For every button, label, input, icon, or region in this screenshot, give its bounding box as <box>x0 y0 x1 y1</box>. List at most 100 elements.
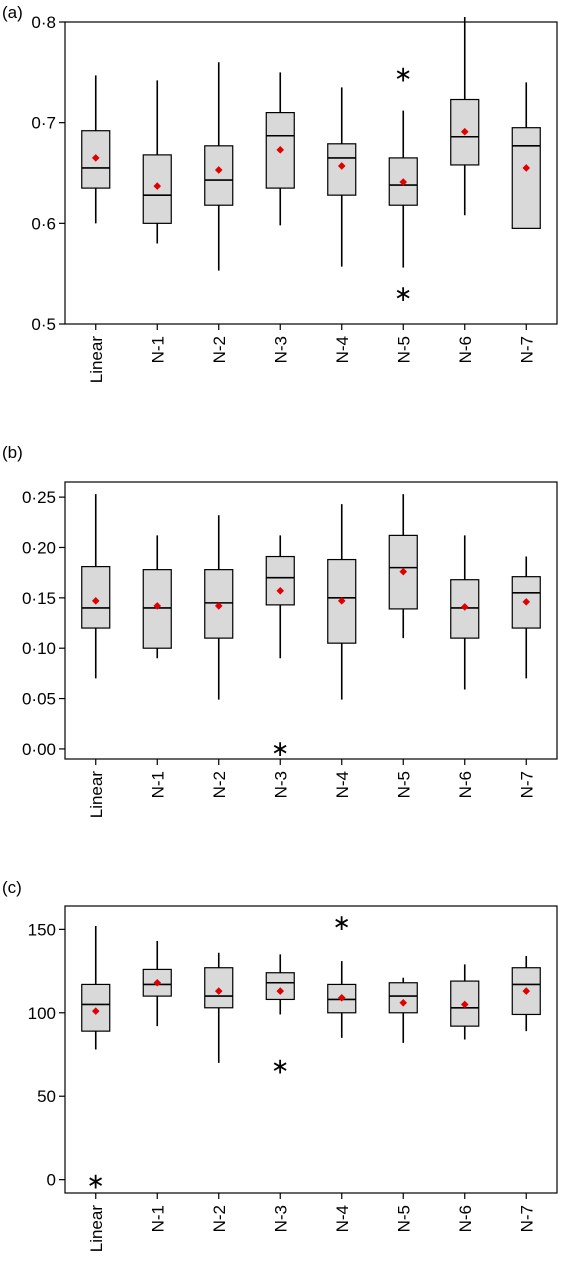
box-n-3 <box>265 72 295 226</box>
box-n-6 <box>450 535 480 690</box>
category-label: Linear <box>87 1205 106 1253</box>
category-label: N-4 <box>333 336 352 363</box>
mean-marker <box>91 597 100 605</box>
y-tick-label: 0·8 <box>31 13 56 32</box>
mean-marker <box>399 178 408 186</box>
plot-frame <box>64 905 558 1194</box>
box-n-1 <box>142 535 172 659</box>
outlier-marker: ∗ <box>333 911 351 936</box>
category-label: N-4 <box>333 1205 352 1232</box>
mean-marker <box>153 978 162 987</box>
plot-frame <box>64 481 558 760</box>
y-tick-label: 0·10 <box>22 639 56 658</box>
box-n-2 <box>204 62 234 271</box>
box-n-3: ∗ <box>265 954 295 1080</box>
box-n-4 <box>327 87 357 267</box>
category-label: N-6 <box>456 336 475 363</box>
mean-marker <box>337 597 346 605</box>
mean-marker <box>460 127 469 136</box>
plot-frame <box>64 21 558 325</box>
iqr-box <box>204 145 234 206</box>
panel-label: (b) <box>2 443 23 462</box>
category-label: N-7 <box>517 336 536 363</box>
category-label: N-3 <box>271 336 290 363</box>
box-linear: ∗ <box>81 926 111 1195</box>
outlier-marker: ∗ <box>394 62 412 87</box>
mean-marker <box>214 987 223 995</box>
y-tick-label: 0·05 <box>22 690 56 709</box>
category-label: N-1 <box>148 336 167 363</box>
category-label: N-5 <box>394 336 413 363</box>
box-n-6 <box>450 16 480 216</box>
mean-marker <box>91 1007 100 1015</box>
box-n-3: ∗ <box>265 535 295 762</box>
category-label: N-3 <box>271 1205 290 1232</box>
box-n-2 <box>204 952 234 1063</box>
box-linear <box>81 494 111 679</box>
iqr-box <box>511 127 541 229</box>
y-tick-label: 150 <box>28 920 56 939</box>
mean-marker <box>460 1000 469 1009</box>
iqr-box <box>81 983 111 1032</box>
box-n-4 <box>327 504 357 700</box>
box-n-2 <box>204 515 234 700</box>
box-n-7 <box>511 82 541 229</box>
mean-marker <box>276 146 285 154</box>
category-label: N-1 <box>148 771 167 798</box>
mean-marker <box>337 993 346 1002</box>
y-tick-label: 0·5 <box>31 315 56 334</box>
box-n-1 <box>142 80 172 244</box>
outlier-marker: ∗ <box>271 1055 289 1080</box>
category-label: N-5 <box>394 771 413 798</box>
iqr-box <box>450 980 480 1027</box>
box-n-6 <box>450 964 480 1040</box>
y-tick-label: 0 <box>47 1171 56 1190</box>
mean-marker <box>337 162 346 170</box>
mean-marker <box>522 598 531 606</box>
outlier-marker: ∗ <box>87 1170 105 1195</box>
box-n-5 <box>388 494 418 639</box>
category-label: N-7 <box>517 1205 536 1232</box>
iqr-box <box>388 982 418 1014</box>
box-linear <box>81 75 111 224</box>
mean-marker <box>522 164 531 172</box>
mean-marker <box>214 602 223 610</box>
panel-b: (b) 0·00 0·05 0·10 0·15 0·20 0·25 Linear N-1 N-2 ∗… <box>2 443 558 818</box>
mean-marker <box>399 998 408 1007</box>
mean-marker <box>214 166 223 174</box>
mean-marker <box>276 586 285 595</box>
iqr-box <box>265 555 295 606</box>
category-label: Linear <box>87 336 106 384</box>
iqr-box <box>265 972 295 1001</box>
mean-marker <box>522 987 531 995</box>
category-label: N-4 <box>333 771 352 798</box>
box-n-7 <box>511 556 541 679</box>
mean-marker <box>276 987 285 995</box>
y-tick-label: 0·20 <box>22 538 56 557</box>
mean-marker <box>399 567 408 576</box>
mean-marker <box>153 602 162 610</box>
box-n-7 <box>511 956 541 1032</box>
y-tick-label: 0·7 <box>31 114 56 133</box>
category-label: N-2 <box>210 771 229 798</box>
y-tick-label: 0·25 <box>22 488 56 507</box>
panel-label: (c) <box>2 878 22 897</box>
category-label: N-2 <box>210 1205 229 1232</box>
panel-c: (c) 0 50 100 150 ∗ Linear N-1 N-2 ∗ N-3 ∗ N-4 N-5 N-6 N… <box>2 878 558 1253</box>
category-label: N-5 <box>394 1205 413 1232</box>
box-n-5: ∗∗ <box>388 62 418 307</box>
outlier-marker: ∗ <box>394 282 412 307</box>
category-label: N-6 <box>456 771 475 798</box>
y-tick-label: 0·15 <box>22 589 56 608</box>
y-tick-label: 100 <box>28 1004 56 1023</box>
iqr-box <box>81 566 111 629</box>
category-label: N-6 <box>456 1205 475 1232</box>
category-label: N-7 <box>517 771 536 798</box>
mean-marker <box>460 603 469 611</box>
y-tick-label: 0·6 <box>31 214 56 233</box>
category-label: N-1 <box>148 1205 167 1232</box>
box-n-5 <box>388 977 418 1043</box>
mean-marker <box>91 154 100 162</box>
